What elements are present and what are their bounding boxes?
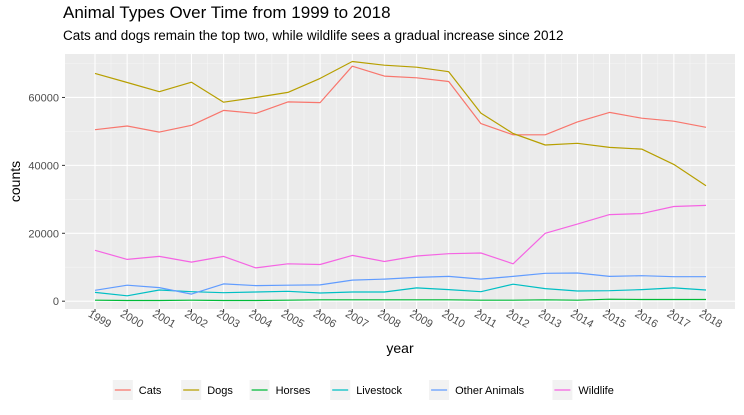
chart-title: Animal Types Over Time from 1999 to 2018: [63, 3, 391, 22]
x-tick-label: 2002: [182, 308, 209, 331]
y-axis-title: counts: [7, 161, 23, 202]
x-tick-label: 2007: [343, 308, 370, 331]
x-tick-label: 2017: [665, 308, 692, 331]
series-line-horses: [94, 298, 706, 302]
plot-panel: [65, 54, 735, 309]
series-line-dogs: [94, 60, 707, 187]
x-tick-label: 2011: [472, 308, 498, 330]
x-tick-label: 2015: [600, 308, 627, 331]
legend-label-cats: Cats: [139, 385, 162, 397]
series-line-cats: [94, 65, 707, 136]
x-axis-title: year: [386, 340, 414, 356]
x-tick-label: 1999: [86, 308, 113, 331]
legend-label-horses: Horses: [276, 385, 311, 397]
legend-label-wildlife: Wildlife: [578, 385, 613, 397]
x-tick-label: 2009: [407, 308, 434, 331]
chart-subtitle: Cats and dogs remain the top two, while …: [63, 28, 564, 43]
x-tick-label: 2005: [279, 308, 306, 331]
legend-label-other-animals: Other Animals: [455, 385, 525, 397]
x-tick-label: 2001: [150, 308, 177, 331]
x-tick-label: 2012: [504, 308, 531, 331]
x-tick-label: 2010: [440, 308, 467, 331]
x-tick-label: 2006: [311, 308, 338, 331]
y-tick-label: 20000: [28, 228, 59, 240]
series-line-wildlife: [94, 204, 707, 269]
x-tick-label: 2004: [247, 308, 274, 331]
x-tick-label: 2003: [215, 308, 242, 331]
series-line-other-animals: [94, 272, 706, 295]
x-tick-label: 2000: [118, 308, 145, 331]
y-tick-label: 60000: [28, 92, 59, 104]
x-tick-label: 2018: [697, 308, 724, 331]
x-tick-label: 2008: [375, 308, 402, 331]
x-tick-label: 2014: [568, 308, 595, 331]
x-tick-label: 2016: [633, 308, 660, 331]
legend-label-dogs: Dogs: [207, 385, 233, 397]
y-tick-label: 40000: [28, 160, 59, 172]
y-tick-label: 0: [53, 296, 59, 308]
legend-label-livestock: Livestock: [356, 385, 402, 397]
x-tick-label: 2013: [536, 308, 563, 331]
